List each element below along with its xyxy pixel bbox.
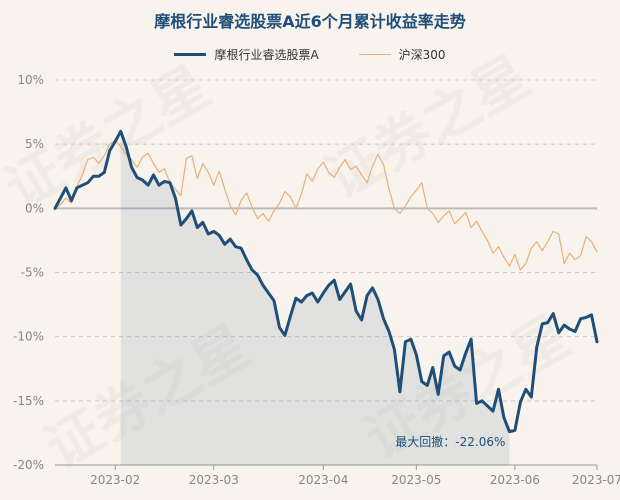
y-tick-label: 0% (25, 201, 44, 215)
legend-item-fund[interactable]: 摩根行业睿选股票A (174, 46, 319, 63)
watermark-1: 证券之星 (315, 44, 541, 212)
x-tick-label: 2023-03 (189, 473, 239, 487)
y-tick-label: -5% (21, 266, 44, 280)
chart-title: 摩根行业睿选股票A近6个月累计收益率走势 (154, 12, 466, 31)
y-tick-label: -20% (13, 458, 44, 472)
y-tick-label: -10% (13, 330, 44, 344)
y-tick-label: -15% (13, 394, 44, 408)
legend-swatch-index (358, 54, 391, 55)
legend-swatch-fund (174, 53, 207, 56)
legend-label-fund: 摩根行业睿选股票A (214, 48, 319, 62)
y-tick-label: 5% (25, 137, 44, 151)
y-tick-label: 10% (17, 73, 44, 87)
legend-item-index[interactable]: 沪深300 (358, 46, 446, 63)
series-line-index[interactable] (54, 139, 598, 271)
series-line-fund[interactable] (53, 129, 599, 434)
chart-legend: 摩根行业睿选股票A 沪深300 (0, 46, 620, 63)
x-tick-label: 2023-05 (391, 473, 441, 487)
legend-label-index: 沪深300 (398, 48, 446, 62)
max-drawdown-label: 最大回撤：-22.06% (395, 434, 505, 449)
x-tick-label: 2023-02 (90, 473, 140, 487)
x-tick-label: 2023-06 (490, 473, 540, 487)
x-tick-label: 2023-07 (572, 473, 620, 487)
x-tick-label: 2023-04 (298, 473, 348, 487)
